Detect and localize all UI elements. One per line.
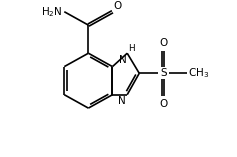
- Text: H: H: [128, 43, 134, 53]
- Text: H$_2$N: H$_2$N: [41, 5, 63, 19]
- Text: N: N: [118, 96, 126, 106]
- Text: O: O: [114, 1, 122, 11]
- Text: O: O: [159, 38, 168, 48]
- Text: S: S: [160, 68, 167, 78]
- Text: O: O: [159, 99, 168, 109]
- Text: N: N: [119, 55, 127, 65]
- Text: CH$_3$: CH$_3$: [188, 66, 209, 80]
